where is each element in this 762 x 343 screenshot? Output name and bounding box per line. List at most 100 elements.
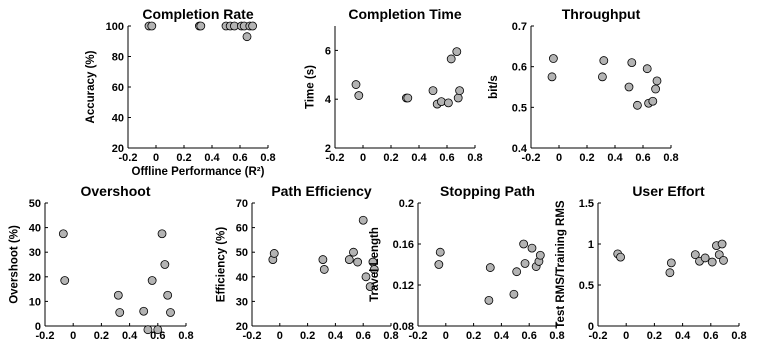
completion-time-x-tick-label: 0.4 [411, 152, 427, 164]
stopping-path-data-point [520, 259, 530, 268]
throughput-data-point [599, 56, 609, 65]
throughput-data-point [652, 76, 662, 86]
completion-time-data-point [403, 93, 413, 103]
completion-time-data-point [443, 98, 453, 108]
throughput-y-tick-label: 0.5 [512, 102, 527, 114]
overshoot-title: Overshoot [80, 183, 150, 199]
stopping-path-x-tick-label: 0.6 [522, 330, 537, 342]
path-efficiency-data-point [349, 247, 358, 257]
stopping-path-y-label: Travel Length [369, 227, 381, 302]
overshoot-x-tick-label: 0.8 [178, 330, 193, 342]
throughput-data-point [651, 84, 660, 94]
overshoot-y-tick-label: 40 [29, 223, 41, 235]
user-effort-x-tick-label: 0.4 [675, 330, 691, 342]
user-effort-y-tick-label: 1.5 [579, 198, 594, 210]
stopping-path-data-point [512, 267, 522, 277]
throughput-x-tick-label: 0.6 [635, 152, 650, 164]
path-efficiency-x-tick-label: 0 [277, 330, 283, 342]
stopping-path-x-tick-label: -0.2 [409, 330, 428, 342]
completion-time-x-tick-label: -0.2 [326, 152, 345, 164]
path-efficiency-data-point [318, 255, 328, 264]
completion-rate-y-tick-label: 60 [112, 82, 124, 94]
stopping-path-x-tick-label: 0 [443, 330, 449, 342]
completion-rate-data-point [242, 32, 252, 42]
path-efficiency-data-point [365, 282, 375, 292]
path-efficiency-data-point [358, 215, 368, 225]
throughput-x-tick-label: -0.2 [522, 152, 541, 164]
overshoot-data-point [139, 306, 149, 316]
user-effort-data-point [666, 258, 676, 268]
path-efficiency-x-tick-label: -0.2 [243, 330, 262, 342]
completion-time-y-label: Time (s) [305, 65, 317, 109]
throughput-y-tick-label: 0.7 [512, 21, 527, 33]
path-efficiency-data-point [344, 255, 354, 264]
stopping-path-y-tick-label: 0.16 [393, 239, 414, 251]
user-effort-x-tick-label: 0 [623, 330, 629, 342]
stopping-path-y-tick-label: 0.08 [393, 321, 414, 333]
completion-time-data-point [455, 86, 465, 96]
completion-rate-y-tick-label: 100 [106, 21, 124, 33]
completion-rate-x-tick-label: 0.2 [176, 152, 191, 164]
stopping-path-x-tick-label: 0.4 [494, 330, 510, 342]
chart-completion-rate: Completion Rate -0.2 0 0.2 0.4 0.6 0.8 20 40 60 80… [85, 6, 276, 178]
completion-time-data-point [354, 91, 364, 100]
user-effort-x-tick-label: -0.2 [589, 330, 608, 342]
completion-time-data-point [453, 93, 463, 103]
stopping-path-data-point [435, 247, 445, 257]
completion-time-data-point [446, 54, 456, 64]
throughput-y-tick-label: 0.6 [512, 62, 527, 74]
stopping-path-x-tick-label: 0.2 [466, 330, 481, 342]
completion-rate-x-tick-label: -0.2 [119, 152, 138, 164]
completion-time-x-tick-label: 0.6 [439, 152, 454, 164]
path-efficiency-y-tick-label: 70 [236, 198, 248, 210]
completion-time-y-tick-label: 6 [325, 45, 331, 57]
user-effort-data-point [719, 255, 728, 265]
throughput-x-tick-label: 0 [556, 152, 562, 164]
throughput-title: Throughput [562, 6, 641, 22]
user-effort-title: User Effort [632, 183, 705, 199]
path-efficiency-x-tick-label: 0.4 [328, 330, 344, 342]
path-efficiency-data-point [369, 265, 379, 274]
path-efficiency-y-tick-label: 60 [236, 223, 248, 235]
user-effort-y-label: Test RMS/Training RMS [555, 200, 567, 329]
completion-rate-x-tick-label: 0 [153, 152, 159, 164]
user-effort-y-tick-label: 1 [588, 239, 594, 251]
path-efficiency-y-tick-label: 30 [236, 296, 248, 308]
throughput-data-point [642, 64, 652, 74]
overshoot-y-tick-label: 20 [29, 272, 41, 284]
overshoot-x-tick-label: 0.6 [150, 330, 165, 342]
overshoot-data-point [147, 276, 157, 285]
completion-time-y-tick-label: 2 [325, 143, 331, 155]
overshoot-y-tick-label: 0 [35, 321, 41, 333]
path-efficiency-data-point [319, 265, 329, 274]
throughput-x-tick-label: 0.8 [663, 152, 678, 164]
user-effort-data-point [707, 257, 717, 267]
throughput-data-point [624, 82, 634, 92]
completion-rate-x-tick-label: 0.6 [232, 152, 247, 164]
stopping-path-x-tick-label: 0.8 [549, 330, 564, 342]
completion-time-x-tick-label: 0.8 [467, 152, 482, 164]
completion-rate-x-label: Offline Performance (R²) [132, 166, 265, 178]
stopping-path-data-point [509, 289, 519, 299]
completion-time-data-point [428, 86, 438, 96]
throughput-data-point [598, 72, 607, 82]
stopping-path-data-point [535, 250, 545, 260]
path-efficiency-x-tick-label: 0.6 [356, 330, 371, 342]
throughput-data-point [648, 96, 658, 106]
user-effort-data-point [665, 268, 675, 278]
throughput-data-point [633, 100, 642, 110]
user-effort-data-point [616, 252, 625, 262]
completion-rate-y-label: Accuracy (%) [85, 50, 97, 123]
user-effort-data-point [690, 250, 700, 260]
overshoot-data-point [58, 229, 68, 239]
path-efficiency-data-point [269, 249, 279, 258]
completion-rate-title: Completion Rate [142, 6, 253, 22]
throughput-y-label: bit/s [488, 75, 500, 99]
chart-user-effort: User Effort-0.2 0 0.2 0.4 0.6 0.800.511.5Test… [555, 183, 747, 342]
user-effort-x-tick-label: 0.8 [731, 330, 746, 342]
chart-path-efficiency: Path Efficiency -0.2 0 0.2 0.4 0.6 0.8 20 30 40 50… [215, 183, 398, 342]
completion-time-y-tick-label: 4 [325, 94, 332, 106]
overshoot-x-tick-label: -0.2 [36, 330, 55, 342]
overshoot-y-label: Overshoot (%) [8, 225, 20, 304]
